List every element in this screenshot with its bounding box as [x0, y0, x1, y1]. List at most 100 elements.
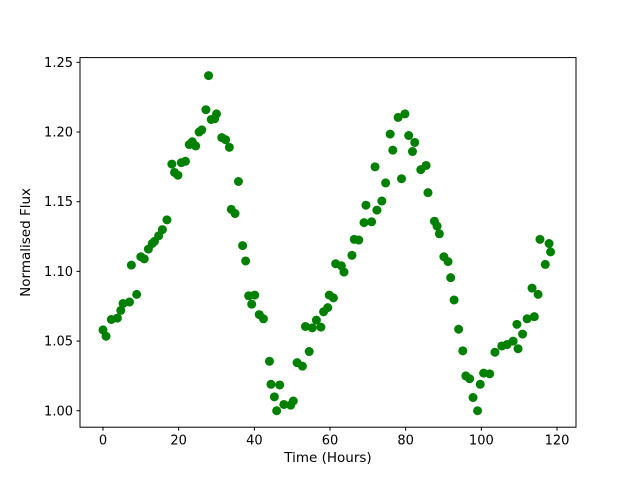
data-point [367, 217, 377, 227]
data-point [116, 305, 126, 315]
data-point [458, 346, 468, 356]
x-axis-tick-labels: 0 20 40 60 80 100 120 [99, 434, 570, 449]
data-point [247, 299, 257, 309]
data-point [546, 247, 556, 257]
y-tick-label: 1.25 [44, 56, 73, 71]
data-point [204, 71, 214, 81]
data-point [372, 205, 382, 215]
data-point [266, 379, 276, 389]
data-point [124, 297, 134, 307]
data-point [269, 392, 279, 402]
data-point [258, 314, 268, 324]
data-point [311, 315, 321, 325]
x-axis-ticks [102, 427, 558, 431]
data-point [224, 142, 234, 152]
data-point [162, 215, 172, 225]
y-axis-ticks [76, 61, 80, 412]
data-point [432, 221, 442, 231]
data-point [377, 196, 387, 206]
data-point [101, 331, 111, 341]
data-point [522, 314, 532, 324]
x-tick-label: 60 [322, 434, 339, 449]
data-point [339, 267, 349, 277]
data-point [540, 259, 550, 269]
data-point [354, 235, 364, 245]
data-point [512, 319, 522, 329]
data-point [132, 289, 142, 299]
data-point [388, 145, 398, 155]
data-point [233, 177, 243, 186]
x-tick-label: 40 [246, 434, 263, 449]
data-point [407, 147, 417, 157]
data-point [347, 250, 357, 260]
x-tick-label: 100 [469, 434, 494, 449]
data-point [316, 322, 326, 332]
plot-area [79, 57, 577, 428]
data-point [300, 321, 310, 331]
x-tick-label: 80 [397, 434, 414, 449]
data-point [529, 312, 539, 322]
data-point [410, 137, 420, 147]
data-point [527, 283, 537, 293]
data-point [241, 256, 251, 266]
data-point [518, 329, 528, 339]
data-point [307, 323, 317, 333]
data-point [173, 170, 183, 180]
data-point [191, 141, 201, 151]
data-point [393, 112, 403, 122]
data-point [272, 406, 282, 416]
data-point [421, 160, 431, 170]
y-axis-tick-labels: 1.00 1.05 1.10 1.15 1.20 1.25 [44, 56, 73, 419]
data-point [381, 178, 391, 188]
data-point [221, 135, 231, 145]
data-point [449, 295, 459, 305]
data-point [264, 356, 274, 366]
x-axis-label: Time (Hours) [283, 450, 371, 466]
data-point [250, 290, 260, 300]
data-point [157, 225, 167, 235]
data-point [490, 347, 500, 357]
data-point [328, 293, 338, 303]
data-point [400, 109, 410, 119]
data-point [201, 105, 211, 115]
data-point [513, 344, 523, 354]
data-point [475, 379, 485, 389]
data-point [473, 406, 483, 416]
data-point [197, 125, 207, 135]
data-point [275, 380, 285, 390]
data-point [288, 396, 298, 406]
data-point [230, 209, 240, 219]
data-point [446, 273, 456, 283]
data-point [167, 159, 177, 169]
data-points [98, 71, 556, 416]
data-point [508, 336, 518, 346]
y-tick-label: 1.20 [44, 126, 73, 141]
data-point [126, 260, 136, 270]
x-tick-label: 120 [545, 434, 570, 449]
data-point [443, 257, 453, 267]
data-point [112, 313, 122, 323]
y-tick-label: 1.05 [44, 335, 73, 350]
y-tick-label: 1.00 [44, 404, 73, 419]
data-point [544, 239, 554, 249]
data-point [212, 109, 221, 119]
data-point [423, 188, 433, 198]
y-tick-label: 1.10 [44, 265, 73, 280]
data-point [485, 369, 495, 379]
y-axis-label: Normalised Flux [18, 188, 34, 297]
x-tick-label: 20 [170, 434, 187, 449]
data-point [323, 303, 333, 313]
data-point [304, 347, 314, 357]
data-point [535, 234, 545, 244]
data-point [238, 241, 248, 251]
data-point [370, 162, 380, 172]
y-tick-label: 1.15 [44, 195, 73, 210]
data-point [279, 399, 289, 409]
data-point [297, 361, 307, 371]
x-tick-label: 0 [99, 434, 107, 449]
data-point [397, 174, 407, 184]
data-point [434, 229, 444, 239]
data-point [180, 156, 190, 166]
